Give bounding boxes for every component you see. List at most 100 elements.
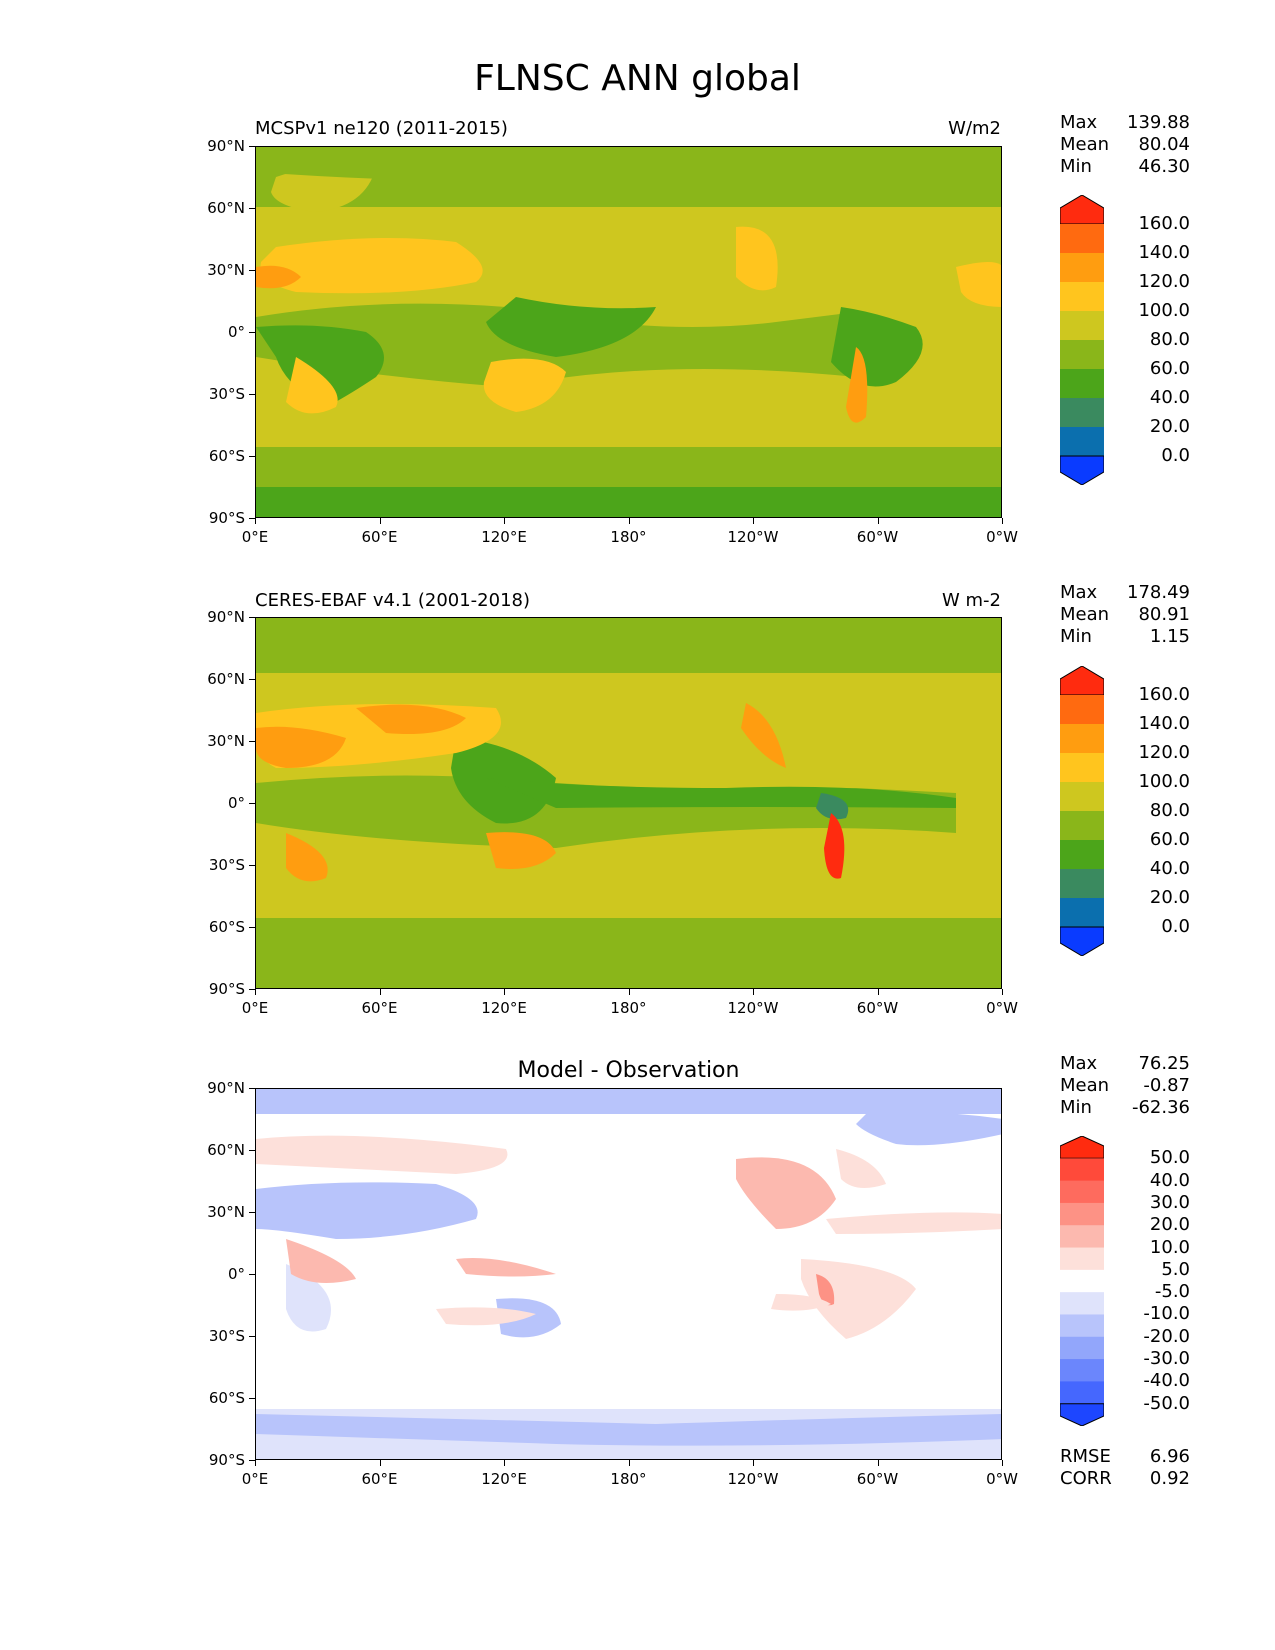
colorbar-swatch (1059, 1403, 1105, 1427)
y-tick (249, 1460, 255, 1461)
map-difference-canvas (256, 1089, 1001, 1459)
y-tick (249, 456, 255, 457)
y-tick (249, 270, 255, 271)
colorbar-tick-label: 100.0 (1138, 771, 1190, 792)
colorbar-swatch (1059, 455, 1105, 486)
x-tick-label: 180° (610, 528, 647, 546)
y-tick (249, 1336, 255, 1337)
map-observation (255, 617, 1002, 989)
stat-value: 139.88 (1127, 112, 1190, 133)
colorbar-tick-label: 60.0 (1149, 358, 1190, 379)
x-tick-label: 180° (610, 999, 647, 1017)
stat-value: -0.87 (1143, 1075, 1190, 1096)
colorbar-tick-label: 50.0 (1149, 1147, 1190, 1169)
x-tick-label: 0°E (241, 528, 269, 546)
x-tick (628, 1460, 630, 1466)
x-tick-label: 120°W (727, 1470, 779, 1488)
colorbar-swatch (1060, 282, 1104, 312)
y-tick (249, 146, 255, 147)
colorbar-tick-label: -20.0 (1143, 1325, 1190, 1347)
colorbar-tick-label: 80.0 (1149, 329, 1190, 350)
y-tick-label: 30°S (208, 856, 245, 874)
x-tick (504, 518, 505, 524)
x-tick-label: 120°W (727, 999, 779, 1017)
y-tick (249, 679, 255, 680)
stat-value: 1.15 (1149, 626, 1190, 647)
colorbar-swatch (1060, 1314, 1104, 1338)
x-tick (255, 518, 256, 524)
x-tick (877, 989, 879, 995)
colorbar-swatch (1060, 224, 1104, 254)
colorbar-tick-label: 30.0 (1149, 1191, 1190, 1213)
colorbar-swatch (1059, 1135, 1105, 1159)
colorbar-swatch (1060, 753, 1104, 783)
x-tick-label: 60°W (856, 1470, 899, 1488)
colorbar-tick-label: 160.0 (1138, 213, 1190, 234)
stat-label: RMSE (1060, 1446, 1111, 1467)
stat-value: 6.96 (1149, 1446, 1190, 1467)
colorbar-swatch (1060, 369, 1104, 399)
colorbar-swatch (1060, 782, 1104, 812)
colorbar-tick-label: 5.0 (1161, 1258, 1190, 1280)
colorbar-swatch (1060, 724, 1104, 754)
y-tick (249, 1274, 255, 1275)
colorbar-tick-label: 40.0 (1149, 858, 1190, 879)
x-tick-label: 0°W (986, 1470, 1018, 1488)
x-tick-label: 60°E (361, 999, 398, 1017)
colorbar-swatch (1059, 926, 1105, 957)
y-tick-label: 0° (227, 794, 245, 812)
y-tick (249, 1212, 255, 1213)
stats-box: Max 76.25 Mean -0.87 Min -62.36 (1060, 1053, 1190, 1119)
colorbar-swatch (1060, 1202, 1104, 1226)
panel-difference: Model - Observation Max 76.25 Mean -0.87 M… (0, 0, 1275, 1489)
colorbar-tick-label: 80.0 (1149, 800, 1190, 821)
x-tick (1002, 989, 1003, 995)
colorbar-tick-label: 140.0 (1138, 713, 1190, 734)
colorbar-swatch (1060, 898, 1104, 928)
colorbar-svg (1059, 665, 1105, 957)
y-tick-label: 60°S (208, 1389, 245, 1407)
colorbar-swatch (1060, 869, 1104, 899)
colorbar-svg (1059, 1135, 1105, 1427)
y-tick (249, 741, 255, 742)
x-tick-label: 180° (610, 1470, 647, 1488)
y-tick-label: 60°S (208, 447, 245, 465)
x-tick-label: 60°W (856, 999, 899, 1017)
colorbar-tick-label: 20.0 (1149, 1214, 1190, 1236)
colorbar-swatch (1060, 1381, 1104, 1405)
y-tick (249, 394, 255, 395)
colorbar-swatch (1060, 840, 1104, 870)
x-tick (379, 518, 381, 524)
colorbar-tick-label: -5.0 (1154, 1281, 1190, 1303)
stat-value: 80.91 (1138, 604, 1190, 625)
x-tick (628, 518, 630, 524)
stat-label: Mean (1060, 1075, 1110, 1096)
y-tick-label: 60°S (208, 918, 245, 936)
y-tick (249, 518, 255, 519)
stat-label: Max (1060, 582, 1098, 603)
stat-label: CORR (1060, 1468, 1112, 1489)
stat-value: 80.04 (1138, 134, 1190, 155)
colorbar-swatch (1060, 811, 1104, 841)
y-tick-label: 90°N (207, 608, 245, 626)
stat-value: 46.30 (1138, 156, 1190, 177)
panel-observation: CERES-EBAF v4.1 (2001-2018) W m-2 Max 178… (0, 0, 1275, 989)
error-stats-box: RMSE 6.96 CORR 0.92 (1060, 1446, 1190, 1490)
y-tick-label: 60°N (207, 670, 245, 688)
x-tick (753, 1460, 754, 1466)
panel-model: MCSPv1 ne120 (2011-2015) W/m2 Max 139.88 … (0, 0, 1275, 518)
y-tick-label: 30°N (207, 732, 245, 750)
x-tick-label: 120°W (727, 528, 779, 546)
stats-box: Max 178.49 Mean 80.91 Min 1.15 (1060, 582, 1190, 648)
colorbar (1059, 194, 1105, 489)
colorbar-swatch (1060, 1180, 1104, 1204)
colorbar-swatch (1060, 398, 1104, 428)
x-tick-label: 60°E (361, 1470, 398, 1488)
colorbar-tick-label: -50.0 (1143, 1392, 1190, 1414)
y-tick-label: 30°S (208, 385, 245, 403)
panel-left-title: MCSPv1 ne120 (2011-2015) (255, 118, 508, 139)
colorbar-swatch (1060, 340, 1104, 370)
stat-value: 178.49 (1127, 582, 1190, 603)
stat-value: 76.25 (1138, 1053, 1190, 1074)
x-tick (877, 1460, 879, 1466)
